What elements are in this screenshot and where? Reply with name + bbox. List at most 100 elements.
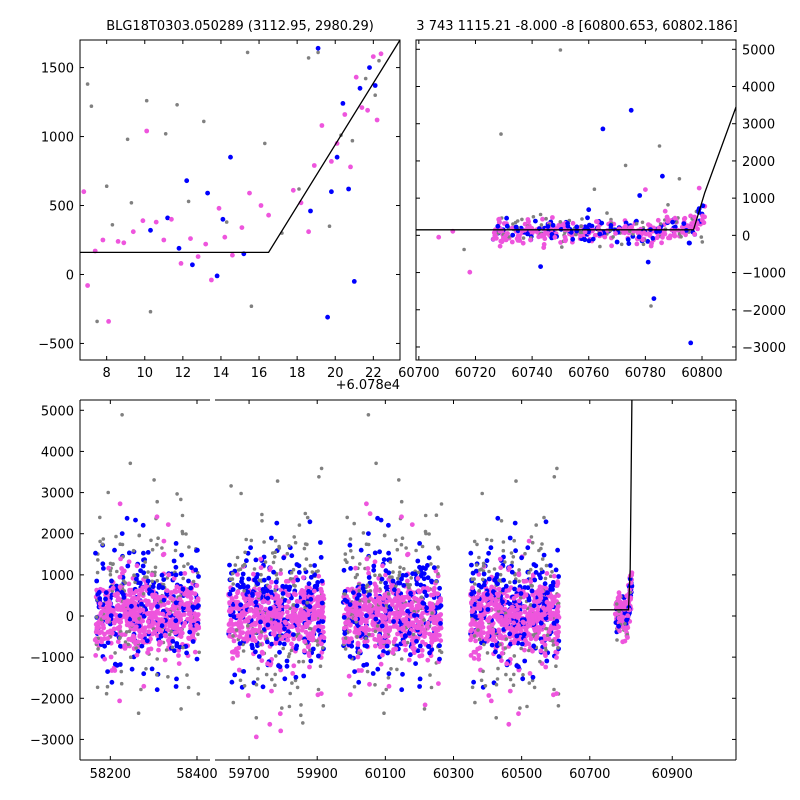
point-gray xyxy=(264,672,269,677)
point-gray xyxy=(302,546,307,551)
point-pink xyxy=(552,234,558,240)
point-gray xyxy=(353,575,358,580)
point-gray xyxy=(123,640,128,644)
point-pink xyxy=(470,608,475,614)
point-blue xyxy=(189,565,194,571)
point-pink xyxy=(627,225,633,231)
point-gray xyxy=(393,584,398,589)
point-blue xyxy=(531,603,537,609)
point-gray xyxy=(439,650,444,655)
point-gray xyxy=(539,567,544,571)
point-pink xyxy=(101,615,107,620)
point-blue xyxy=(531,562,537,567)
point-blue xyxy=(295,577,301,583)
point-blue xyxy=(319,600,325,606)
point-pink xyxy=(373,643,378,649)
point-gray xyxy=(186,562,190,566)
point-blue xyxy=(513,548,518,554)
point-blue xyxy=(481,571,487,577)
y-tick-label: 0 xyxy=(742,229,750,244)
point-pink xyxy=(622,599,628,605)
point-pink xyxy=(122,643,127,649)
point-gray xyxy=(343,558,348,562)
point-gray xyxy=(108,569,113,573)
point-blue xyxy=(301,599,307,605)
point-pink xyxy=(275,622,281,628)
point-gray xyxy=(531,633,536,637)
point-gray xyxy=(462,247,466,252)
point-pink xyxy=(298,590,304,596)
point-gray xyxy=(391,570,395,574)
point-blue xyxy=(525,585,531,591)
point-pink xyxy=(178,613,184,618)
point-gray xyxy=(238,567,243,571)
point-gray xyxy=(578,230,583,235)
point-gray xyxy=(297,659,301,664)
point-pink xyxy=(539,639,545,645)
point-gray xyxy=(143,560,147,564)
point-gray xyxy=(544,648,548,652)
panel-top-right-frame xyxy=(415,39,737,361)
point-pink xyxy=(267,721,273,727)
point-gray xyxy=(407,585,411,590)
point-gray xyxy=(243,550,247,555)
point-pink xyxy=(490,627,496,633)
point-gray xyxy=(555,466,559,471)
point-pink xyxy=(363,597,369,603)
point-blue xyxy=(356,679,362,685)
point-pink xyxy=(437,625,443,630)
point-gray xyxy=(316,687,321,692)
point-pink xyxy=(266,599,271,605)
point-pink xyxy=(359,618,365,624)
point-gray xyxy=(96,558,100,562)
point-pink xyxy=(242,611,248,617)
point-gray xyxy=(623,163,628,168)
point-gray xyxy=(429,562,433,566)
point-pink xyxy=(174,610,180,616)
point-gray xyxy=(141,592,146,596)
point-pink xyxy=(176,661,182,666)
point-blue xyxy=(366,531,371,536)
point-pink xyxy=(259,658,265,663)
point-pink xyxy=(511,620,516,626)
point-gray xyxy=(169,629,173,634)
point-pink xyxy=(117,698,122,704)
point-pink xyxy=(555,604,561,609)
point-gray xyxy=(150,579,154,584)
point-pink xyxy=(97,601,103,607)
point-gray xyxy=(700,240,705,244)
point-pink xyxy=(380,652,385,658)
point-pink xyxy=(140,218,146,224)
point-gray xyxy=(256,666,261,671)
point-blue xyxy=(396,580,401,586)
point-pink xyxy=(544,599,550,605)
point-pink xyxy=(532,628,538,633)
point-blue xyxy=(301,673,307,679)
point-blue xyxy=(273,636,279,642)
point-pink xyxy=(432,585,437,591)
point-blue xyxy=(267,606,273,611)
point-gray xyxy=(305,542,309,547)
point-pink xyxy=(477,606,483,612)
point-gray xyxy=(153,565,158,570)
point-blue xyxy=(114,662,120,668)
point-pink xyxy=(554,641,560,647)
point-pink xyxy=(435,591,441,597)
point-blue xyxy=(400,671,405,677)
point-pink xyxy=(160,618,166,624)
point-blue xyxy=(385,650,390,656)
point-pink xyxy=(548,626,553,632)
point-pink xyxy=(672,215,678,221)
point-pink xyxy=(268,565,273,571)
point-pink xyxy=(107,605,112,611)
point-blue xyxy=(293,646,299,651)
point-gray xyxy=(470,685,475,690)
point-pink xyxy=(366,570,371,576)
point-pink xyxy=(377,627,383,632)
point-blue xyxy=(281,555,287,561)
point-pink xyxy=(165,522,171,527)
point-pink xyxy=(416,598,422,603)
point-pink xyxy=(353,74,359,80)
point-blue xyxy=(626,241,632,247)
point-gray xyxy=(489,538,494,543)
